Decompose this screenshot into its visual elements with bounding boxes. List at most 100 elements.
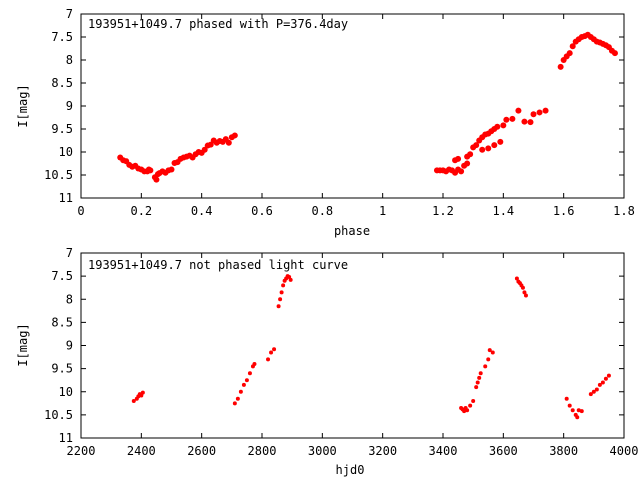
data-point: [474, 385, 479, 390]
x-axis-label: phase: [334, 224, 370, 238]
data-point: [491, 142, 498, 149]
data-point: [603, 376, 608, 381]
data-point: [594, 387, 599, 392]
data-point: [244, 378, 249, 383]
x-tick-label: 2200: [67, 444, 96, 458]
x-tick-label: 2800: [248, 444, 277, 458]
data-point: [520, 285, 525, 290]
data-point: [606, 373, 611, 378]
y-tick-label: 8.5: [51, 76, 73, 90]
x-tick-label: 3800: [549, 444, 578, 458]
data-point: [485, 145, 492, 152]
data-point: [570, 408, 575, 413]
x-tick-label: 3200: [368, 444, 397, 458]
data-point: [468, 403, 473, 408]
data-point: [494, 123, 501, 130]
x-tick-label: 2400: [127, 444, 156, 458]
data-point: [168, 166, 175, 173]
data-point: [597, 382, 602, 387]
data-point: [497, 138, 504, 145]
data-point: [514, 276, 519, 281]
data-point: [522, 290, 527, 295]
x-tick-label: 0.6: [251, 204, 273, 218]
data-point: [486, 357, 491, 362]
y-tick-label: 7.5: [51, 30, 73, 44]
x-ticks: 2200 2400 2600 2800 3000 3200 3400 3600 3800 4000: [67, 253, 638, 458]
data-point: [473, 142, 480, 149]
data-point: [611, 50, 618, 57]
data-point: [131, 399, 136, 403]
x-tick-label: 1.4: [492, 204, 514, 218]
data-point: [523, 293, 528, 298]
data-point: [542, 107, 549, 114]
data-point: [503, 116, 510, 123]
y-tick-label: 7: [66, 246, 73, 260]
y-tick-label: 11: [59, 191, 73, 205]
data-point: [575, 415, 580, 420]
y-tick-label: 11: [59, 431, 73, 445]
y-tick-label: 8: [66, 292, 73, 306]
y-ticks: 7 7.5 8 8.5 9 9.5 10 10.5 11: [44, 7, 624, 205]
data-point: [569, 43, 576, 50]
chart-title: 193951+1049.7 not phased light curve: [88, 258, 348, 272]
x-tick-label: 3600: [489, 444, 518, 458]
data-point: [147, 167, 154, 174]
x-tick-label: 1: [379, 204, 386, 218]
data-point: [521, 118, 528, 125]
data-point: [225, 139, 232, 146]
data-point: [530, 111, 537, 118]
data-point: [235, 396, 240, 401]
data-point: [455, 155, 462, 162]
x-axis-label: hjd0: [336, 463, 365, 477]
data-point: [266, 357, 271, 362]
x-tick-label: 1.6: [553, 204, 575, 218]
x-ticks: 0 0.2 0.4 0.6 0.8 1 1.2 1.4 1.6 1.8: [77, 14, 635, 218]
data-point: [478, 371, 483, 376]
y-tick-label: 7: [66, 7, 73, 21]
y-tick-label: 8.5: [51, 315, 73, 329]
phased-chart: 193951+1049.7 phased with P=376.4day pha…: [16, 7, 635, 238]
y-tick-label: 8: [66, 53, 73, 67]
data-point: [241, 382, 246, 387]
data-points: [131, 274, 611, 420]
data-point: [576, 408, 581, 413]
data-point: [276, 304, 281, 309]
data-point: [475, 380, 480, 385]
x-tick-label: 1.2: [432, 204, 454, 218]
y-tick-label: 9: [66, 99, 73, 113]
data-point: [207, 141, 214, 148]
data-point: [527, 119, 534, 126]
y-tick-label: 9.5: [51, 122, 73, 136]
data-point: [591, 389, 596, 394]
data-point: [231, 132, 238, 139]
data-point: [464, 160, 471, 167]
x-tick-label: 0: [77, 204, 84, 218]
x-tick-label: 1.8: [613, 204, 635, 218]
data-point: [153, 176, 160, 183]
data-point: [247, 371, 252, 376]
data-point: [288, 277, 293, 282]
y-tick-label: 9.5: [51, 362, 73, 376]
x-tick-label: 0.2: [130, 204, 152, 218]
data-point: [140, 390, 145, 395]
data-point: [252, 362, 257, 366]
x-tick-label: 0.8: [311, 204, 333, 218]
data-point: [272, 347, 277, 352]
y-axis-label: I[mag]: [16, 323, 30, 366]
data-point: [564, 396, 569, 401]
data-points: [117, 31, 618, 183]
y-tick-label: 10.5: [44, 408, 73, 422]
data-point: [490, 350, 495, 355]
x-tick-label: 3000: [308, 444, 337, 458]
data-point: [238, 389, 243, 394]
data-point: [515, 107, 522, 114]
x-tick-label: 2600: [187, 444, 216, 458]
light-curve-chart: 193951+1049.7 not phased light curve hjd…: [16, 246, 638, 477]
data-point: [278, 297, 283, 302]
data-point: [465, 408, 470, 413]
data-point: [462, 409, 467, 414]
data-point: [566, 50, 573, 57]
data-point: [536, 109, 543, 116]
x-tick-label: 0.4: [191, 204, 213, 218]
y-tick-label: 10: [59, 145, 73, 159]
